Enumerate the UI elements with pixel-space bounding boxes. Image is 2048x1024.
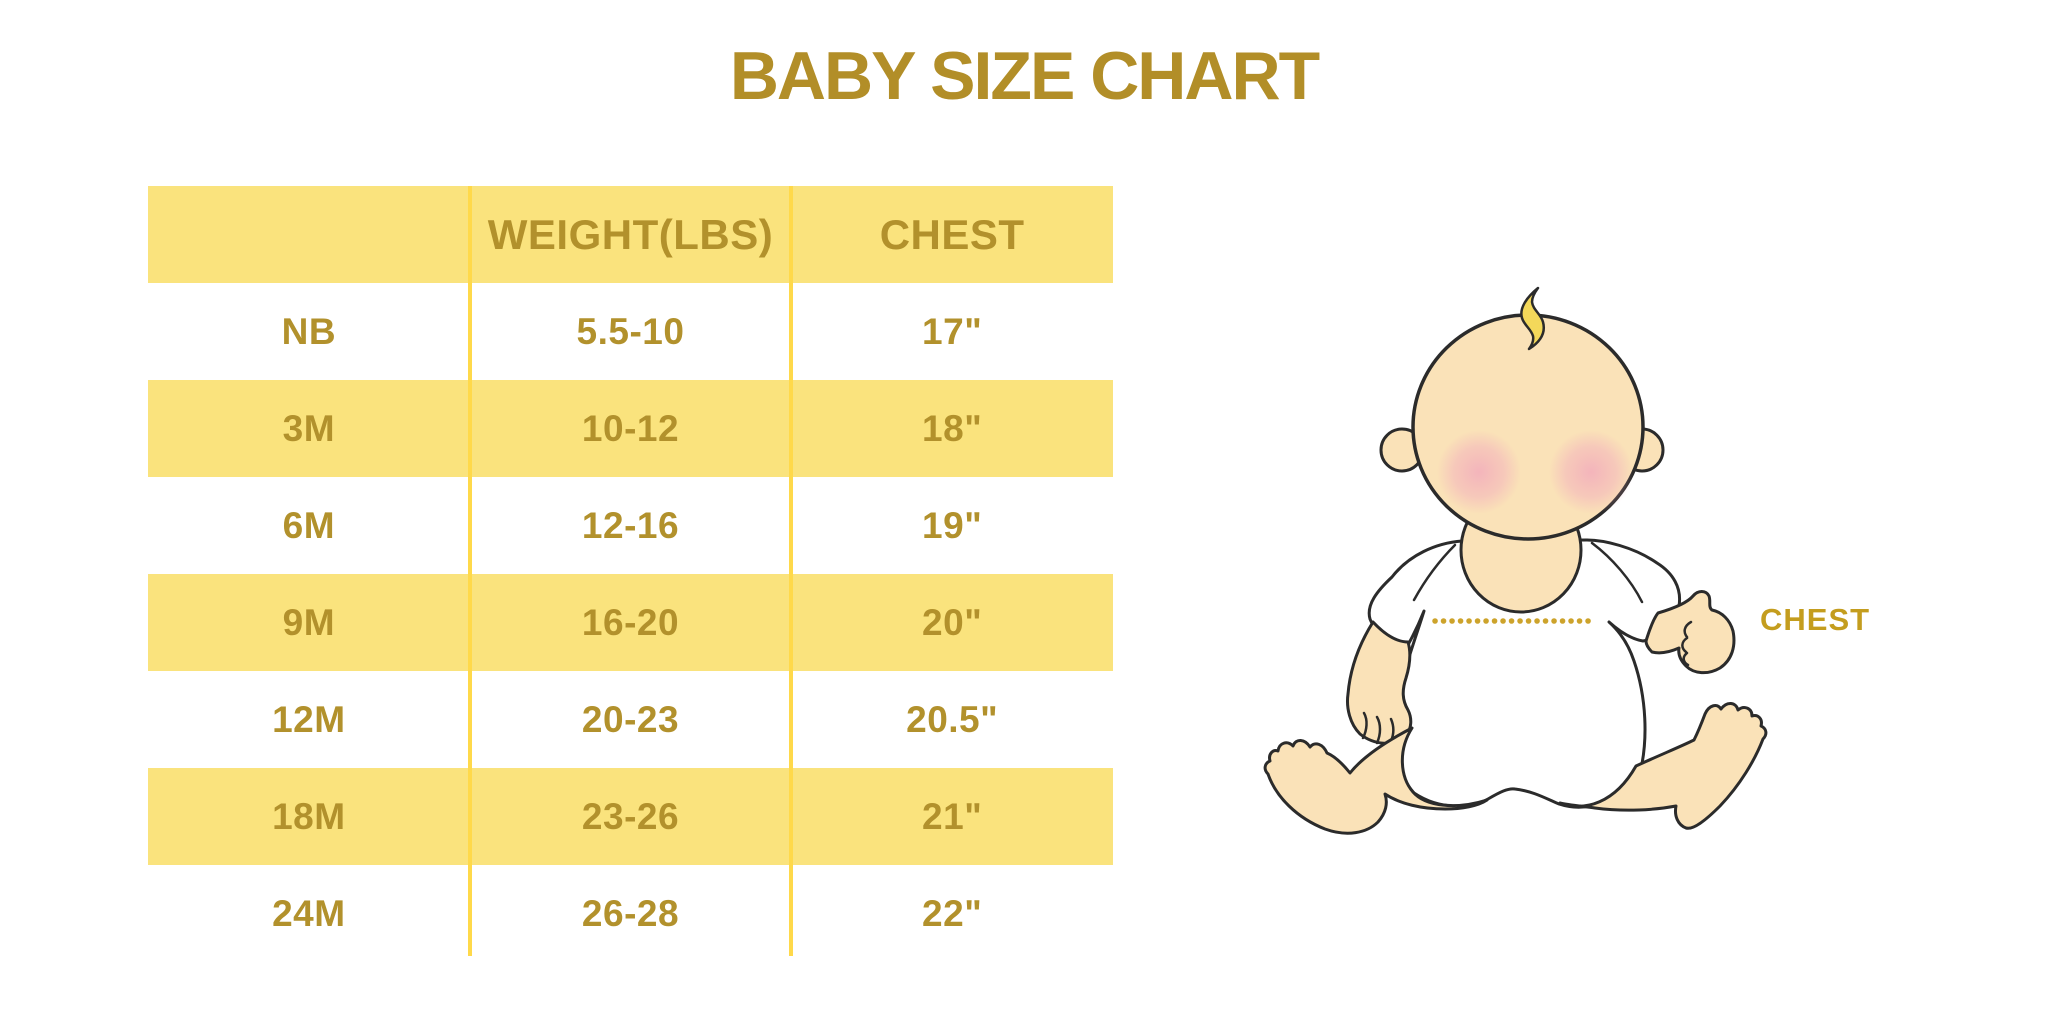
- chest-cell: 19": [922, 504, 983, 546]
- baby-right-arm-fist: [1644, 590, 1736, 675]
- baby-left-leg: [1263, 726, 1489, 835]
- onesie-seam-left: [1412, 543, 1457, 602]
- table-header-row: WEIGHT(LBS) CHEST: [148, 186, 1113, 283]
- baby-blush-right: [1549, 430, 1633, 514]
- header-weight: WEIGHT(LBS): [487, 210, 774, 258]
- chest-cell: 18": [922, 407, 983, 449]
- table-row: 3M 10-12 18": [148, 380, 1113, 477]
- weight-cell: 16-20: [581, 601, 680, 643]
- table-row: NB 5.5-10 17": [148, 283, 1113, 380]
- header-chest: CHEST: [879, 210, 1025, 258]
- baby-illustration-area: CHEST: [1250, 250, 1900, 900]
- chest-cell: 20": [922, 601, 983, 643]
- weight-cell: 26-28: [581, 892, 680, 934]
- size-cell: 3M: [282, 407, 336, 449]
- size-cell: 12M: [272, 698, 346, 740]
- weight-cell: 23-26: [581, 795, 680, 837]
- weight-cell: 20-23: [581, 698, 680, 740]
- chest-cell: 17": [922, 310, 983, 352]
- baby-blush-left: [1437, 430, 1521, 514]
- size-cell: NB: [281, 310, 337, 352]
- baby-illustration: [1263, 286, 1768, 835]
- weight-cell: 12-16: [581, 504, 680, 546]
- size-cell: 9M: [282, 601, 336, 643]
- chest-measurement-label: CHEST: [1760, 602, 1871, 637]
- baby-right-leg: [1558, 702, 1768, 830]
- table-row: 24M 26-28 22": [148, 865, 1113, 962]
- column-divider-line: [467, 186, 472, 956]
- table-row: 6M 12-16 19": [148, 477, 1113, 574]
- size-cell: 24M: [272, 892, 346, 934]
- size-table: WEIGHT(LBS) CHEST NB 5.5-10 17" 3M 10-12…: [148, 186, 1113, 962]
- table-row: 12M 20-23 20.5": [148, 671, 1113, 768]
- size-cell: 6M: [282, 504, 336, 546]
- size-cell: 18M: [272, 795, 346, 837]
- baby-hair-wisp: [1520, 286, 1545, 351]
- chest-cell: 22": [922, 892, 983, 934]
- chest-cell: 21": [922, 795, 983, 837]
- table-row: 9M 16-20 20": [148, 574, 1113, 671]
- chest-cell: 20.5": [906, 698, 999, 740]
- right-fist-knuckles: [1681, 620, 1693, 667]
- onesie-seam-right: [1590, 541, 1644, 604]
- column-divider-line: [789, 186, 794, 956]
- weight-cell: 10-12: [581, 407, 680, 449]
- weight-cell: 5.5-10: [576, 310, 685, 352]
- page-title: BABY SIZE CHART: [729, 38, 1320, 114]
- table-row: 18M 23-26 21": [148, 768, 1113, 865]
